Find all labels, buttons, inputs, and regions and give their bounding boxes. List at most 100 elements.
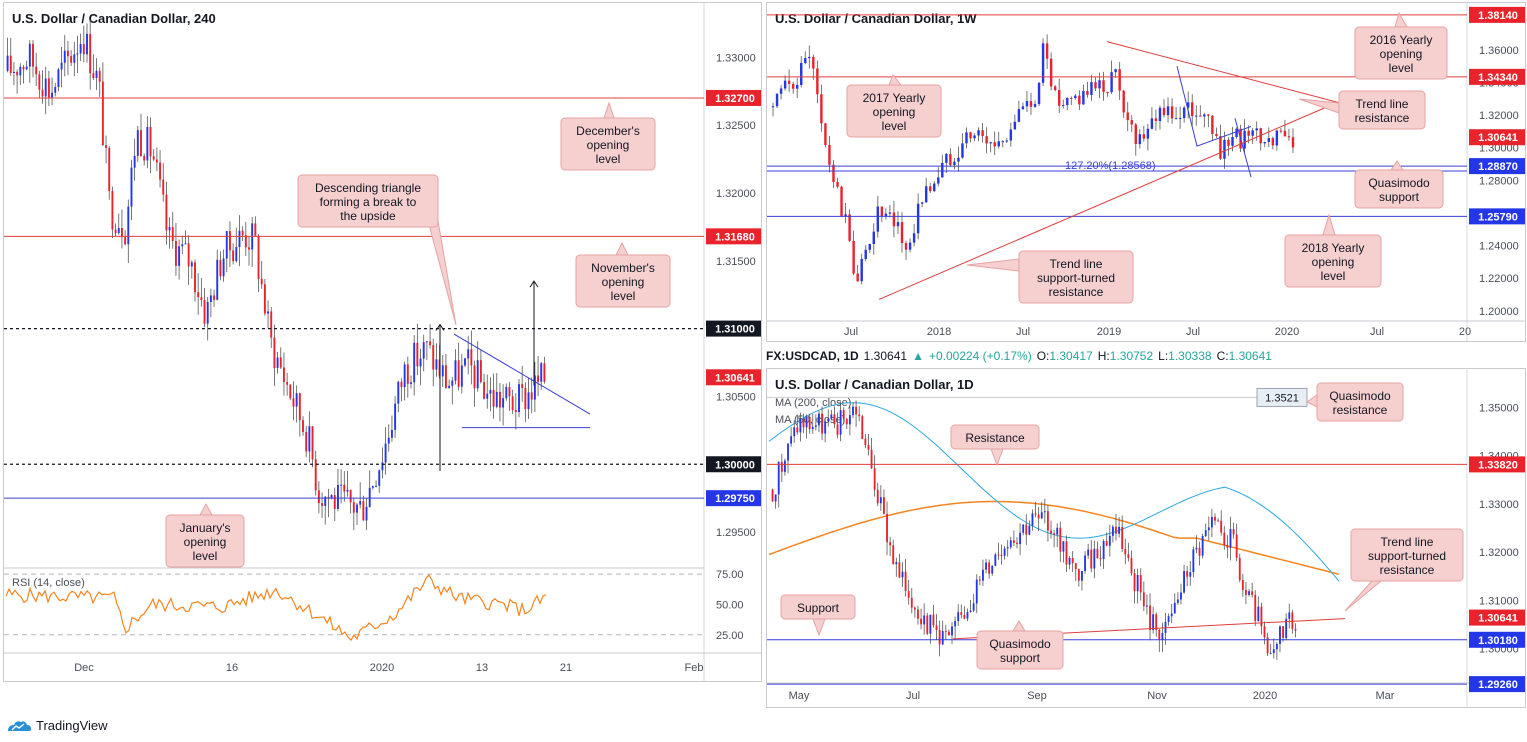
candle xyxy=(1138,134,1142,145)
candle xyxy=(941,631,944,645)
candle xyxy=(1111,526,1114,536)
candle xyxy=(1078,95,1081,105)
candle xyxy=(518,384,520,413)
candle xyxy=(257,235,260,279)
candle xyxy=(783,80,787,89)
candle xyxy=(333,495,336,509)
candle xyxy=(86,33,88,55)
candle xyxy=(286,382,289,385)
candle xyxy=(989,142,992,144)
candle xyxy=(912,233,916,243)
candle xyxy=(330,495,333,499)
x-tick-label: 16 xyxy=(226,662,238,674)
candle xyxy=(1247,130,1250,136)
candle xyxy=(937,177,940,184)
candle xyxy=(317,490,320,504)
candle xyxy=(879,497,882,504)
candle xyxy=(70,56,73,63)
candle xyxy=(1180,592,1182,600)
candle xyxy=(486,393,489,399)
y-tick-label: 1.33000 xyxy=(1479,499,1519,511)
annotation-january-pointer xyxy=(199,502,213,516)
candle xyxy=(961,143,964,158)
candle xyxy=(232,250,235,262)
candle xyxy=(152,156,155,160)
candle xyxy=(1294,628,1297,631)
candle xyxy=(314,459,317,491)
chart-panel-d1[interactable]: U.S. Dollar / Canadian Dollar, 1D MA (200… xyxy=(766,368,1526,708)
candle xyxy=(1257,606,1260,622)
chart-w1[interactable]: U.S. Dollar / Canadian Dollar, 1W 1.36000… xyxy=(767,3,1525,341)
chart-panel-w1[interactable]: U.S. Dollar / Canadian Dollar, 1W 1.36000… xyxy=(766,2,1526,342)
candle xyxy=(1017,109,1021,122)
candle xyxy=(1070,97,1073,99)
candle xyxy=(60,62,63,70)
candle xyxy=(302,420,304,432)
candle xyxy=(1136,574,1139,592)
candle xyxy=(839,410,842,435)
candle xyxy=(457,360,460,387)
fib-label: 127.20%(1.28568) xyxy=(1065,160,1156,172)
candle xyxy=(244,235,247,248)
candle xyxy=(1114,69,1117,73)
x-tick-label: 2018 xyxy=(927,326,951,338)
candle xyxy=(206,301,209,324)
annotation-2017-yearly-line: level xyxy=(882,119,907,133)
annotation-quasimodo-support-line: support xyxy=(1379,190,1420,204)
candle xyxy=(140,130,142,157)
candle xyxy=(1192,549,1195,573)
candle xyxy=(460,365,463,387)
candle xyxy=(263,284,266,314)
candle xyxy=(920,202,924,204)
candle xyxy=(289,384,292,399)
candle xyxy=(248,247,250,250)
tradingview-logo[interactable]: TradingView xyxy=(6,718,108,733)
candle xyxy=(997,141,1000,147)
x-tick-label: May xyxy=(789,690,810,702)
chart-d1[interactable]: U.S. Dollar / Canadian Dollar, 1D MA (200… xyxy=(767,369,1525,707)
y-tick-label: 1.28000 xyxy=(1479,175,1519,187)
candle xyxy=(336,484,339,509)
candle xyxy=(1266,637,1269,654)
candle xyxy=(381,462,384,471)
candle xyxy=(511,396,514,411)
candle xyxy=(1037,514,1040,519)
candle xyxy=(1176,599,1179,603)
candle xyxy=(1040,512,1043,519)
candle xyxy=(514,410,517,413)
candle xyxy=(505,386,508,399)
candle xyxy=(824,421,827,434)
measure-arrow-right-head xyxy=(529,280,539,288)
candle xyxy=(1215,134,1218,137)
candle xyxy=(900,222,904,244)
candle xyxy=(365,506,368,521)
annotation-2016-yearly-line: opening xyxy=(1380,47,1423,61)
candle xyxy=(1189,572,1192,577)
chart-h4[interactable]: U.S. Dollar / Canadian Dollar, 240 1.3300… xyxy=(4,3,761,681)
chart-panel-h4[interactable]: U.S. Dollar / Canadian Dollar, 240 1.3300… xyxy=(3,2,762,682)
candle xyxy=(73,54,76,63)
candle xyxy=(868,243,871,250)
candle xyxy=(791,84,795,89)
chart-title: U.S. Dollar / Canadian Dollar, 240 xyxy=(12,11,216,26)
annotation-trendline-resistance-line: resistance xyxy=(1380,563,1435,577)
candle xyxy=(1118,526,1121,534)
candle xyxy=(209,295,212,302)
candle xyxy=(51,92,54,98)
candle xyxy=(1142,592,1145,607)
candle xyxy=(238,230,241,247)
candle xyxy=(1009,540,1012,548)
candle xyxy=(1245,589,1247,595)
level-tag-bg xyxy=(706,456,761,473)
close-value: 1.30641 xyxy=(1228,349,1272,363)
candle xyxy=(1000,554,1003,556)
candle xyxy=(848,214,851,241)
candle xyxy=(1211,115,1214,135)
candle xyxy=(273,337,276,369)
candle xyxy=(858,414,861,417)
candle xyxy=(1260,606,1263,627)
level-tag: 1.30000 xyxy=(715,459,755,471)
candle xyxy=(774,494,777,502)
level-tag-bg xyxy=(1469,129,1525,146)
candle xyxy=(780,461,783,472)
